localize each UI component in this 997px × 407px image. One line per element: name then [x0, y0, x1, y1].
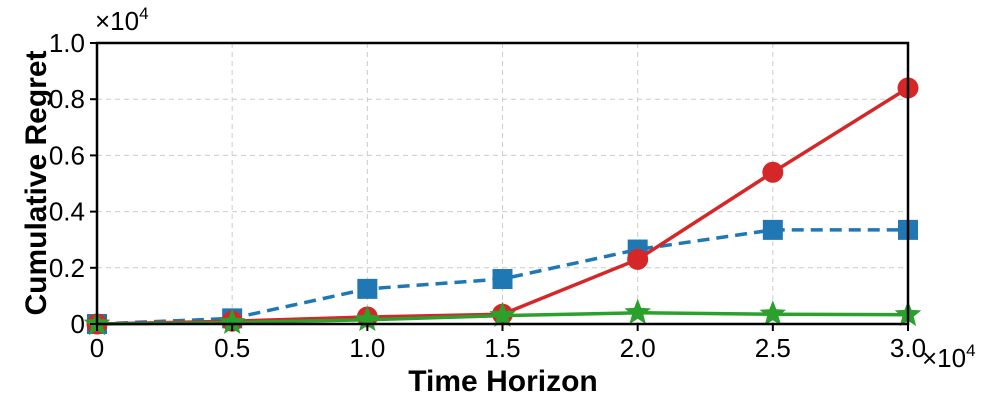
data-point [624, 298, 651, 325]
x-tick-label: 2.0 [620, 333, 656, 363]
data-point [489, 301, 516, 327]
data-point [218, 308, 246, 334]
y-tick-label: 0.4 [49, 197, 85, 227]
y-tick-label: 0.6 [49, 140, 85, 170]
data-point [627, 248, 649, 270]
y-multiplier: ×104 [95, 4, 149, 36]
x-axis-title: Time Horizon [408, 365, 597, 398]
data-point [354, 305, 381, 332]
data-point [357, 278, 378, 299]
data-point [762, 161, 784, 183]
data-point [492, 269, 513, 290]
x-tick-label: 0.5 [214, 333, 250, 363]
grid-lines [97, 43, 908, 324]
y-axis-title: Cumulative Regret [20, 50, 53, 315]
x-tick-label: 0 [90, 333, 104, 363]
data-point [762, 219, 783, 240]
x-tick-label: 1.5 [484, 333, 520, 363]
y-tick-label: 1.0 [49, 28, 85, 58]
y-tick-label: 0.2 [49, 253, 85, 283]
x-tick-label: 2.5 [755, 333, 791, 363]
y-tick-label: 0.8 [49, 84, 85, 114]
y-tick-label: 0 [71, 309, 85, 339]
data-point [759, 300, 787, 326]
x-tick-label: 1.0 [349, 333, 385, 363]
tick-layer: 0 0.5 1.0 1.5 2.0 2.5 3.0 0 0.2 0.4 0.6 0.8 1.0 [49, 28, 926, 363]
x-multiplier: ×104 [922, 341, 976, 373]
x-tick-label: 3.0 [890, 333, 926, 363]
